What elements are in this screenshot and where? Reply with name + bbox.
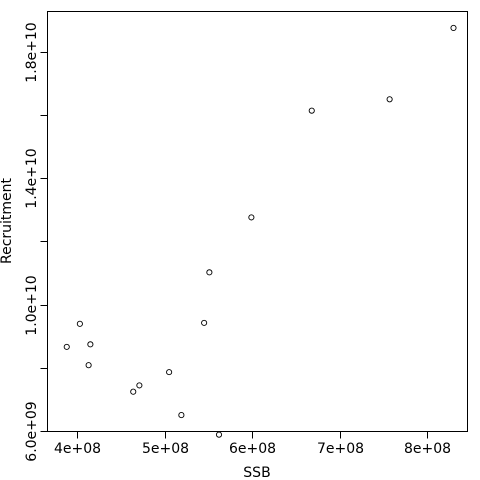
y-tick-label: 6.0e+09 (24, 401, 40, 461)
y-tick-label: 1.8e+10 (24, 22, 40, 82)
data-point (215, 431, 223, 438)
y-axis: 6.0e+09 1.0e+10 1.4e+10 1.8e+10 (24, 22, 48, 462)
data-point (166, 369, 173, 376)
data-point (386, 96, 393, 103)
data-point (130, 388, 137, 395)
data-point (178, 412, 185, 419)
data-point (308, 107, 315, 114)
data-point (85, 362, 92, 369)
data-point (63, 343, 70, 350)
y-axis-label: Recruitment (0, 177, 15, 264)
data-point (87, 341, 94, 348)
data-point (136, 382, 143, 389)
data-point (450, 24, 457, 31)
x-tick-label: 8e+08 (404, 441, 451, 457)
plot-frame (47, 11, 468, 432)
x-tick-label: 4e+08 (54, 441, 101, 457)
y-tick-label: 1.4e+10 (24, 148, 40, 208)
data-point (248, 214, 255, 221)
data-points (63, 24, 457, 438)
y-tick-label: 1.0e+10 (24, 275, 40, 335)
x-axis: 4e+08 5e+08 6e+08 7e+08 8e+08 (54, 431, 451, 457)
x-tick-label: 5e+08 (142, 441, 189, 457)
x-tick-label: 6e+08 (229, 441, 276, 457)
x-tick-label: 7e+08 (317, 441, 364, 457)
data-point (206, 269, 213, 276)
data-point (76, 320, 83, 327)
x-axis-label: SSB (243, 465, 270, 480)
data-point (201, 319, 208, 326)
